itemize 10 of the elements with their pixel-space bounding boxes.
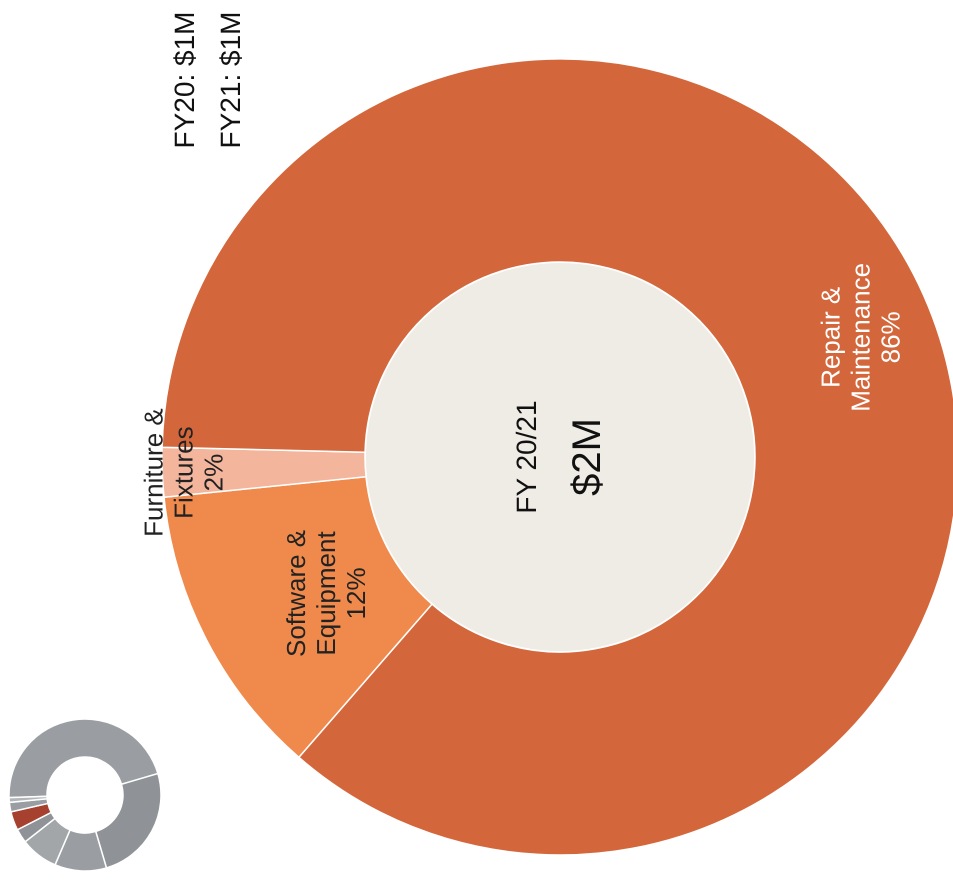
data-label: 2% — [198, 454, 228, 492]
text: FY20: $1M — [169, 12, 200, 148]
slice-label: Furniture & Fixtures — [138, 408, 198, 537]
text: FY21: $1M — [215, 12, 246, 148]
data-label: 86% — [875, 311, 906, 364]
text: $2M — [565, 418, 609, 496]
text: FY 20/21 — [511, 400, 542, 514]
data-label: 12% — [340, 567, 371, 620]
slice-label: Software & Equipment — [280, 530, 341, 658]
slice-label: Repair & Maintenance — [815, 262, 876, 412]
